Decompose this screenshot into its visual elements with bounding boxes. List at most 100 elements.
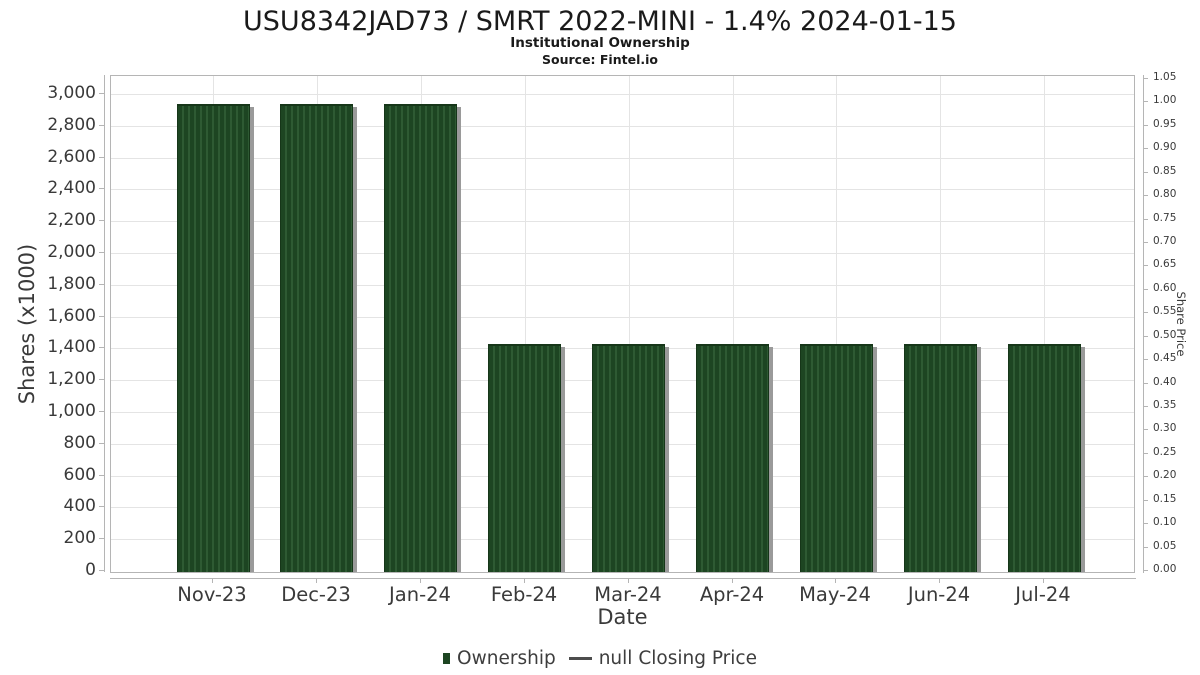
right-y-tick-label: 0.25	[1153, 445, 1177, 458]
right-y-tick	[1143, 499, 1148, 501]
left-y-tick-label: 1,000	[47, 401, 96, 421]
right-y-tick-label: 0.40	[1153, 375, 1177, 388]
x-tick	[212, 578, 213, 583]
right-y-tick-label: 0.50	[1153, 328, 1177, 341]
left-y-tick-label: 800	[63, 432, 96, 453]
right-y-tick-label: 0.15	[1153, 492, 1177, 505]
left-y-tick	[99, 315, 104, 317]
left-y-tick	[99, 283, 104, 285]
x-tick	[732, 578, 733, 583]
v-gridline	[836, 76, 837, 572]
v-gridline	[525, 76, 526, 572]
left-y-tick-label: 1,600	[47, 305, 96, 326]
left-y-tick	[99, 220, 104, 222]
left-y-tick	[99, 411, 104, 412]
left-y-tick-label: 2,400	[47, 178, 96, 199]
right-axis-title: Share Price	[1174, 291, 1188, 357]
right-y-tick	[1143, 476, 1148, 478]
right-y-tick	[1143, 382, 1148, 384]
chart-subtitle: Institutional Ownership	[510, 35, 690, 51]
left-y-tick	[99, 506, 104, 508]
right-y-tick	[1143, 242, 1148, 243]
x-tick-label: Feb-24	[490, 583, 558, 606]
right-y-tick-label: 0.05	[1153, 539, 1177, 552]
right-y-tick-label: 0.00	[1153, 563, 1177, 575]
left-y-tick-label: 1,400	[47, 337, 96, 358]
ownership-bar	[280, 103, 353, 572]
right-y-tick	[1143, 452, 1148, 454]
legend-item: null Closing Price	[568, 647, 757, 669]
h-gridline	[111, 316, 1134, 318]
x-tick	[1043, 578, 1044, 583]
left-y-tick-label: 3,000	[47, 83, 96, 103]
left-y-tick	[99, 347, 104, 349]
v-gridline	[940, 76, 941, 572]
x-axis-title: Date	[597, 605, 648, 629]
legend-label: null Closing Price	[598, 647, 757, 669]
h-gridline	[111, 221, 1134, 223]
legend: Ownership null Closing Price	[0, 645, 1200, 671]
ownership-bar	[384, 103, 457, 572]
x-tick-label: Nov-23	[177, 583, 247, 606]
x-tick	[420, 578, 421, 583]
left-y-tick-label: 1,200	[47, 369, 96, 390]
right-y-tick	[1143, 288, 1148, 290]
left-y-tick	[99, 124, 104, 126]
ownership-bar	[488, 344, 561, 572]
right-y-tick	[1143, 124, 1148, 126]
left-y-tick-label: 2,600	[47, 146, 96, 167]
x-axis-line	[110, 578, 1136, 579]
h-gridline	[111, 189, 1134, 191]
ownership-bar	[696, 344, 769, 572]
right-y-tick	[1143, 195, 1148, 197]
right-y-tick	[1143, 171, 1148, 173]
plot-area	[110, 75, 1135, 573]
left-y-tick	[99, 252, 104, 253]
x-tick-label: Jul-24	[1015, 583, 1071, 606]
right-y-tick-label: 1.05	[1153, 71, 1177, 83]
x-tick	[628, 578, 629, 583]
chart-source-label: Source: Fintel.io	[542, 52, 658, 67]
right-y-tick-label: 0.65	[1153, 258, 1177, 271]
left-y-tick	[99, 474, 104, 476]
right-y-tick-label: 0.30	[1153, 422, 1177, 435]
right-y-tick-label: 0.20	[1153, 469, 1177, 482]
right-y-tick	[1143, 523, 1148, 525]
x-tick-label: Dec-23	[281, 583, 351, 606]
right-y-tick-label: 0.10	[1153, 516, 1177, 529]
legend-item: Ownership	[443, 648, 556, 669]
right-y-tick	[1143, 359, 1148, 361]
left-y-tick-label: 2,200	[47, 210, 96, 231]
ownership-bar	[904, 344, 977, 572]
x-tick-label: May-24	[799, 583, 871, 606]
h-gridline	[111, 125, 1134, 127]
left-y-tick	[99, 538, 104, 540]
right-y-tick-label: 1.00	[1153, 94, 1177, 107]
legend-square-marker	[443, 652, 451, 664]
h-gridline	[111, 157, 1134, 159]
right-y-tick	[1143, 546, 1148, 548]
v-gridline	[733, 76, 734, 572]
right-y-tick	[1143, 335, 1148, 337]
right-y-tick-label: 0.45	[1153, 352, 1177, 365]
right-y-tick-label: 0.95	[1153, 117, 1177, 130]
legend-label: Ownership	[457, 647, 556, 669]
x-tick	[939, 578, 940, 583]
left-y-axis-line	[104, 75, 105, 572]
left-y-tick	[99, 156, 104, 158]
x-tick	[524, 578, 525, 583]
legend-line-marker	[568, 656, 592, 660]
right-y-tick	[1143, 406, 1148, 407]
right-y-tick	[1143, 101, 1148, 103]
right-y-tick	[1143, 218, 1148, 220]
right-y-tick-label: 0.85	[1153, 164, 1177, 177]
right-y-tick-label: 0.55	[1153, 305, 1177, 318]
left-y-tick-label: 2,800	[47, 114, 96, 135]
right-y-tick-label: 0.75	[1153, 211, 1177, 224]
right-y-tick	[1143, 78, 1148, 79]
left-y-tick	[99, 442, 104, 444]
x-tick	[835, 578, 836, 583]
chart-title: USU8342JAD73 / SMRT 2022-MINI - 1.4% 202…	[243, 6, 957, 37]
left-y-tick	[99, 93, 104, 94]
